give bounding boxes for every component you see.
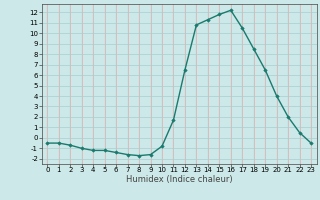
X-axis label: Humidex (Indice chaleur): Humidex (Indice chaleur) <box>126 175 233 184</box>
